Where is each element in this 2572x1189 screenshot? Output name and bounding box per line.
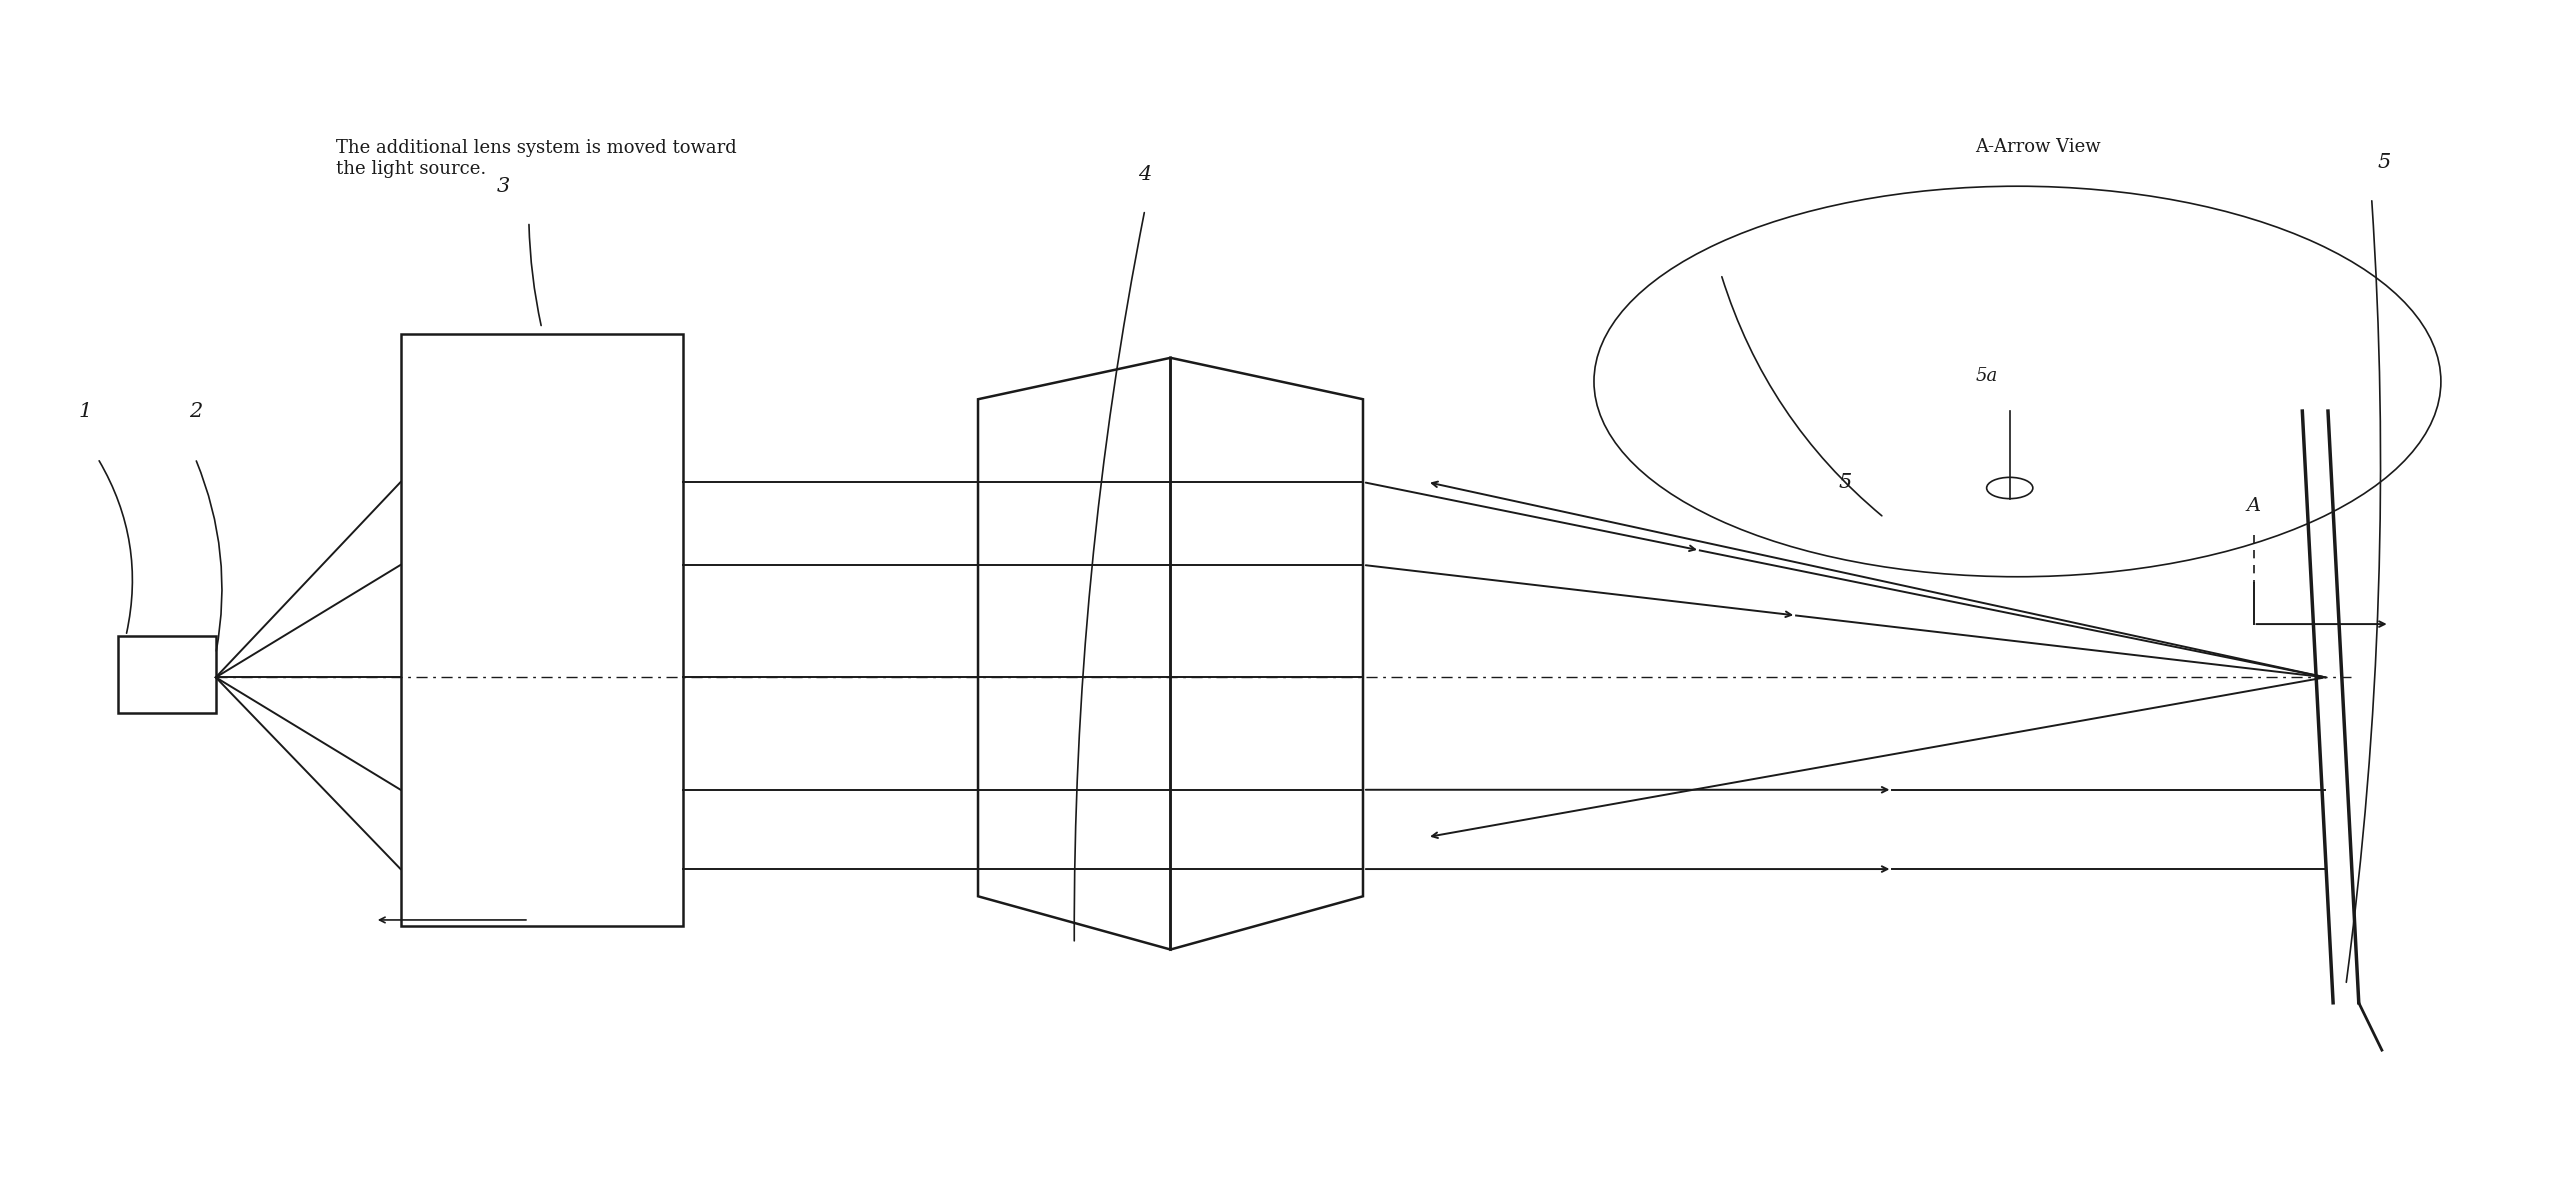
Text: The additional lens system is moved toward
the light source.: The additional lens system is moved towa… <box>337 139 738 177</box>
Text: A: A <box>2245 497 2261 515</box>
Text: 2: 2 <box>188 402 201 421</box>
Text: 4: 4 <box>1139 165 1152 184</box>
Text: 5a: 5a <box>1975 366 1998 384</box>
Text: 1: 1 <box>77 402 93 421</box>
Text: A-Arrow View: A-Arrow View <box>1975 138 2101 156</box>
Text: 5: 5 <box>1839 472 1852 491</box>
Text: 3: 3 <box>496 177 509 196</box>
Text: 5: 5 <box>2377 153 2392 172</box>
